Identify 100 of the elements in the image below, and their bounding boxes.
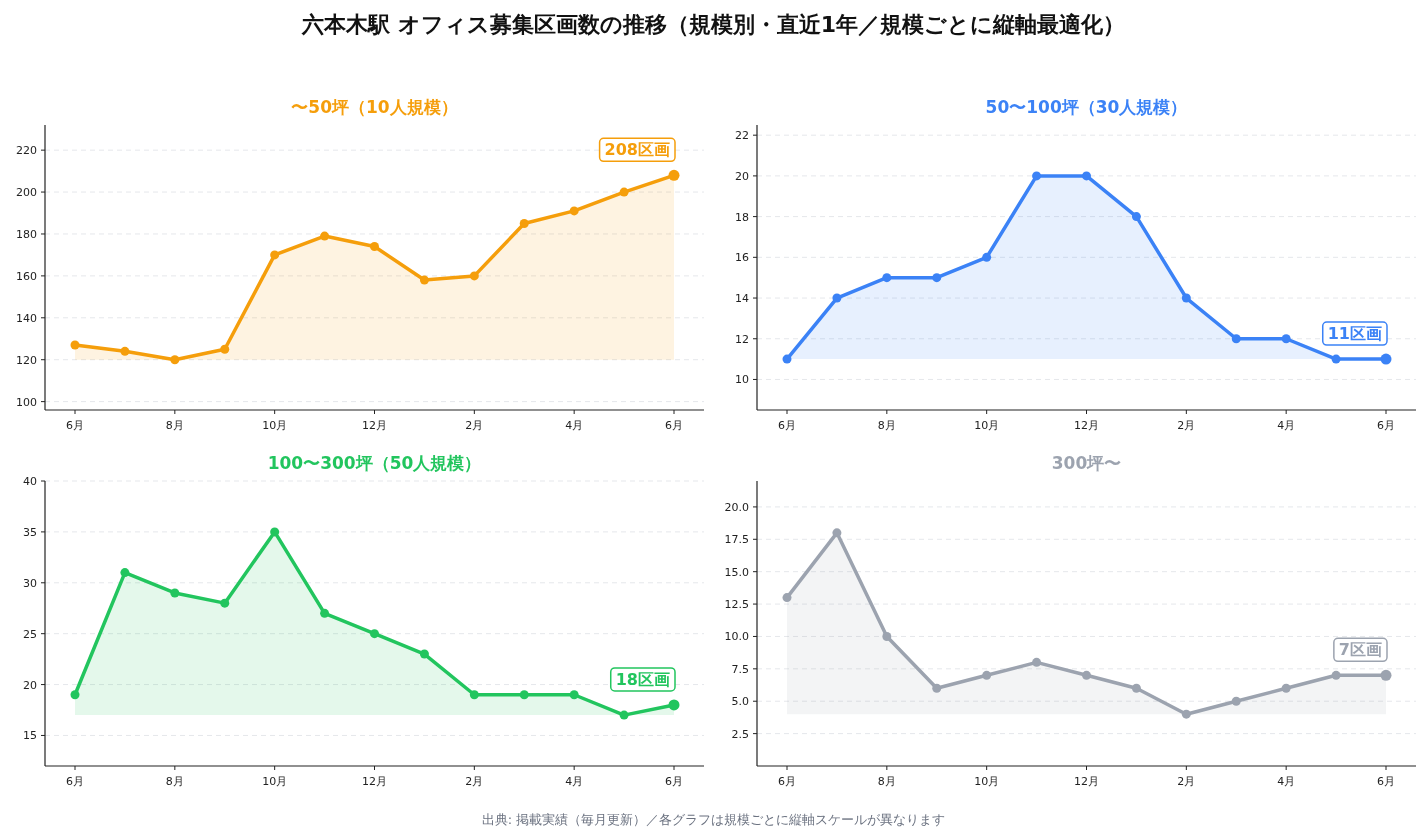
point (1181, 293, 1191, 303)
y-tick-label: 100 (16, 395, 37, 409)
y-tick-label: 10 (735, 373, 749, 387)
point (569, 206, 579, 216)
point (1331, 670, 1341, 680)
point (569, 690, 579, 700)
point (982, 670, 992, 680)
y-tick-label: 10.0 (724, 630, 749, 644)
point (70, 340, 80, 350)
annotation: 7区画 (1338, 640, 1382, 660)
point (220, 344, 230, 354)
y-tick-label: 20 (23, 678, 37, 692)
point (220, 598, 230, 608)
y-tick-label: 18 (735, 210, 749, 224)
x-tick-label: 10月 (974, 775, 1000, 788)
y-tick-label: 200 (16, 186, 37, 200)
point (120, 346, 130, 356)
x-tick-label: 6月 (1377, 419, 1395, 432)
point (170, 355, 180, 365)
y-tick-label: 20 (735, 169, 749, 183)
point (1380, 669, 1392, 681)
point (619, 710, 629, 720)
point (320, 231, 330, 241)
x-tick-label: 8月 (877, 775, 896, 788)
point (882, 273, 892, 283)
x-tick-label: 6月 (665, 775, 683, 788)
point (270, 527, 280, 537)
y-tick-label: 20.0 (724, 500, 749, 514)
point (519, 218, 529, 228)
x-tick-label: 2月 (1177, 419, 1196, 432)
point (1082, 670, 1091, 680)
y-tick-label: 14 (735, 292, 749, 306)
x-tick-label: 2月 (465, 775, 484, 788)
point (1131, 212, 1141, 222)
y-tick-label: 35 (23, 525, 37, 539)
y-tick-label: 120 (16, 353, 37, 367)
point (1181, 709, 1191, 719)
point (1380, 353, 1392, 365)
point (370, 629, 379, 639)
point (668, 699, 680, 711)
y-tick-label: 22 (735, 129, 749, 143)
x-tick-label: 10月 (262, 775, 288, 788)
x-tick-label: 8月 (877, 419, 896, 432)
point (419, 649, 429, 659)
point (469, 271, 479, 281)
x-tick-label: 12月 (1074, 775, 1099, 788)
text: 六本木駅 オフィス募集区画数の推移（規模別・直近1年／規模ごとに縦軸最適化） (301, 12, 1125, 37)
point (832, 293, 842, 303)
annotation: 18区画 (615, 669, 670, 689)
y-tick-label: 2.5 (731, 727, 749, 741)
annotation: 208区画 (604, 140, 670, 160)
y-tick-label: 220 (16, 144, 37, 158)
annotation: 11区画 (1327, 324, 1382, 344)
point (1281, 334, 1291, 344)
point (1231, 696, 1241, 706)
x-tick-label: 12月 (362, 419, 387, 432)
x-tick-label: 12月 (362, 775, 387, 788)
x-tick-label: 10月 (974, 419, 1000, 432)
point (982, 252, 992, 262)
x-tick-label: 6月 (778, 775, 796, 788)
x-tick-label: 4月 (565, 775, 584, 788)
x-tick-label: 10月 (262, 419, 288, 432)
point (370, 242, 379, 252)
x-tick-label: 6月 (66, 419, 84, 432)
point (1231, 334, 1241, 344)
point (668, 169, 680, 181)
y-tick-label: 17.5 (724, 533, 749, 547)
x-tick-label: 2月 (1177, 775, 1196, 788)
point (70, 690, 80, 700)
x-tick-label: 6月 (1377, 775, 1395, 788)
point (1032, 171, 1042, 181)
point (320, 608, 330, 618)
y-tick-label: 160 (16, 269, 37, 283)
point (270, 250, 280, 260)
x-tick-label: 2月 (465, 419, 484, 432)
x-tick-label: 6月 (778, 419, 796, 432)
y-tick-label: 15 (23, 729, 37, 743)
x-tick-label: 4月 (1277, 775, 1296, 788)
point (519, 690, 529, 700)
chart-title: 300坪〜 (1051, 453, 1122, 473)
y-tick-label: 7.5 (731, 662, 749, 676)
y-tick-label: 12.5 (724, 598, 749, 612)
point (120, 568, 130, 578)
point (882, 631, 892, 641)
point (932, 683, 942, 693)
y-tick-label: 40 (23, 475, 37, 488)
y-tick-label: 16 (735, 251, 749, 265)
point (469, 690, 479, 700)
point (170, 588, 180, 598)
point (1331, 354, 1341, 364)
point (1032, 657, 1042, 667)
y-tick-label: 30 (23, 576, 37, 590)
point (932, 273, 942, 283)
y-tick-label: 12 (735, 332, 749, 346)
y-tick-label: 5.0 (731, 695, 749, 709)
y-tick-label: 15.0 (724, 565, 749, 579)
chart-title: 100〜300坪（50人規模） (267, 453, 482, 473)
x-tick-label: 4月 (1277, 419, 1296, 432)
source-note: 出典: 掲載実績（毎月更新）／各グラフは規模ごとに縦軸スケールが異なります (481, 812, 946, 827)
y-tick-label: 25 (23, 627, 37, 641)
